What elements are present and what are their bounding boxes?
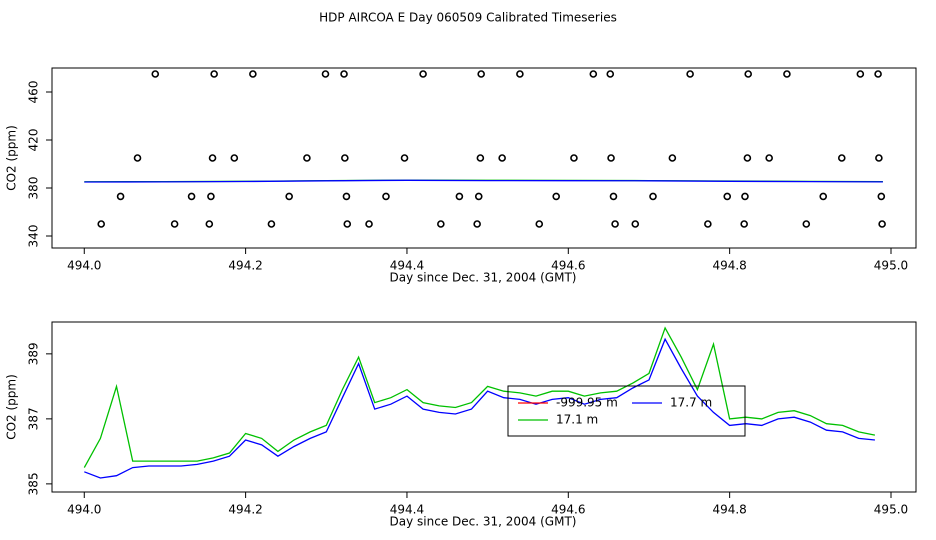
data-point xyxy=(802,220,811,228)
data-point xyxy=(187,192,196,201)
x-tick-label: 494.6 xyxy=(551,259,585,273)
series-line xyxy=(84,179,883,183)
data-point xyxy=(498,154,506,162)
data-point xyxy=(878,220,886,228)
y-tick-label: 340 xyxy=(27,225,41,248)
x-tick-label: 494.6 xyxy=(551,503,585,517)
data-point xyxy=(476,154,485,162)
data-point xyxy=(743,154,752,162)
legend-label: -999.95 m xyxy=(556,396,618,410)
data-point xyxy=(740,220,748,228)
x-axis-label: Day since Dec. 31, 2004 (GMT) xyxy=(390,271,577,285)
y-tick-label: 389 xyxy=(27,342,41,365)
data-point xyxy=(285,192,293,201)
data-point xyxy=(856,70,865,78)
data-point xyxy=(744,70,753,78)
data-point xyxy=(208,154,217,162)
x-tick-label: 494.2 xyxy=(228,503,262,517)
data-point xyxy=(874,70,882,78)
data-point xyxy=(210,70,218,78)
y-axis-label: CO2 (ppm) xyxy=(5,374,19,440)
data-point xyxy=(230,154,239,162)
x-tick-label: 494.0 xyxy=(67,503,101,517)
data-point xyxy=(205,220,214,228)
data-point xyxy=(668,154,677,162)
data-point xyxy=(365,220,373,228)
plot-frame xyxy=(51,321,917,493)
data-point xyxy=(133,154,142,162)
data-point xyxy=(207,192,215,201)
data-point xyxy=(474,192,483,201)
data-point xyxy=(342,192,351,201)
data-point xyxy=(477,70,485,78)
x-tick-label: 495.0 xyxy=(874,503,908,517)
legend-box xyxy=(507,385,746,437)
data-point xyxy=(741,192,749,201)
x-axis-label: Day since Dec. 31, 2004 (GMT) xyxy=(390,515,577,529)
data-point xyxy=(570,154,578,162)
data-point xyxy=(607,154,615,162)
data-point xyxy=(97,220,106,228)
series-line xyxy=(83,326,876,468)
figure-title: HDP AIRCOA E Day 060509 Calibrated Times… xyxy=(319,11,617,25)
x-tick-label: 494.4 xyxy=(390,503,424,517)
data-point xyxy=(606,70,615,78)
data-point xyxy=(877,192,886,201)
y-tick-label: 387 xyxy=(27,407,41,430)
data-point xyxy=(151,70,160,78)
data-point xyxy=(170,220,179,228)
x-tick-label: 494.0 xyxy=(67,259,101,273)
x-tick-label: 494.8 xyxy=(712,259,746,273)
data-point xyxy=(437,220,445,228)
y-tick-label: 385 xyxy=(27,472,41,495)
x-tick-label: 494.8 xyxy=(712,503,746,517)
y-tick-label: 460 xyxy=(27,81,41,104)
data-point xyxy=(609,192,618,201)
data-point xyxy=(321,70,330,78)
data-point xyxy=(473,220,481,228)
data-point xyxy=(611,220,619,228)
plot-frame xyxy=(51,67,917,249)
series-line xyxy=(84,337,875,479)
y-axis-label: CO2 (ppm) xyxy=(5,125,19,191)
data-point xyxy=(649,192,657,201)
data-point xyxy=(686,70,694,78)
data-point xyxy=(419,70,427,78)
data-point xyxy=(589,70,598,78)
data-point xyxy=(267,220,276,228)
data-point xyxy=(875,154,883,162)
data-point xyxy=(631,220,640,228)
data-point xyxy=(303,154,311,162)
y-tick-label: 380 xyxy=(27,177,41,200)
data-point xyxy=(341,154,349,162)
data-point xyxy=(455,192,464,201)
data-point xyxy=(516,70,524,78)
x-tick-label: 494.2 xyxy=(228,259,262,273)
legend-label: 17.7 m xyxy=(670,396,712,410)
data-point xyxy=(704,220,712,228)
data-point xyxy=(249,70,257,78)
data-point xyxy=(343,220,352,228)
data-point xyxy=(552,192,561,201)
data-point xyxy=(116,192,125,201)
data-point xyxy=(340,70,348,78)
y-tick-label: 420 xyxy=(27,129,41,152)
data-point xyxy=(837,154,846,162)
data-point xyxy=(723,192,732,201)
data-point xyxy=(400,154,409,162)
data-point xyxy=(783,70,791,78)
data-point xyxy=(382,192,390,201)
legend-label: 17.1 m xyxy=(556,413,598,427)
data-point xyxy=(819,192,828,201)
data-point xyxy=(535,220,544,228)
x-tick-label: 494.4 xyxy=(390,259,424,273)
data-point xyxy=(765,154,773,162)
x-tick-label: 495.0 xyxy=(874,259,908,273)
